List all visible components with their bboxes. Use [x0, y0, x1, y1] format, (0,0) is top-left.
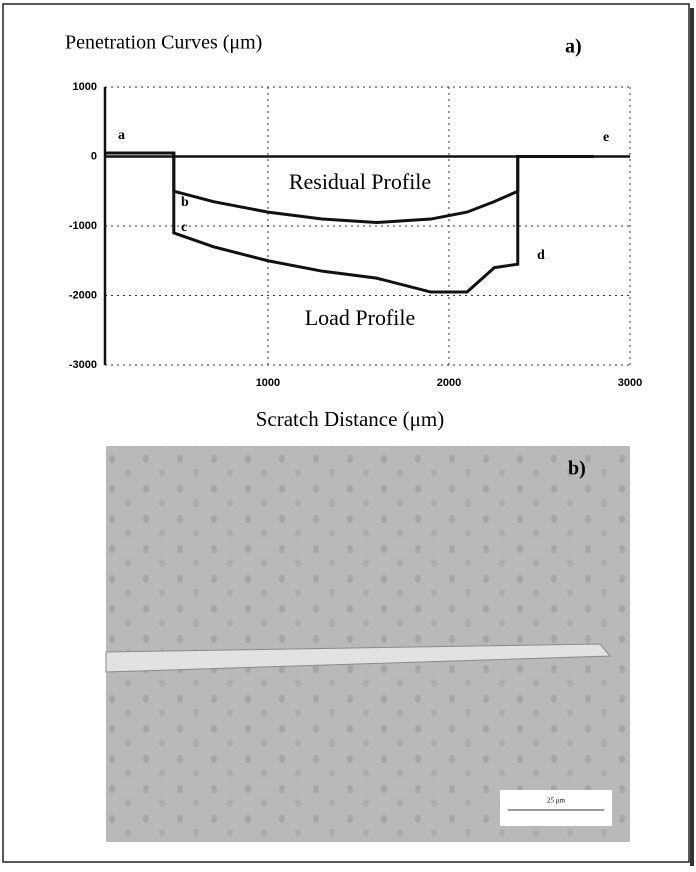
panel-label: b): [568, 458, 586, 480]
y-tick-label: 1000: [73, 81, 97, 93]
y-tick-label: 0: [91, 150, 97, 162]
micrograph: 25 μm b): [105, 446, 630, 842]
point-label: d: [537, 248, 545, 263]
series-label: Residual Profile: [289, 169, 431, 194]
point-label: b: [181, 195, 189, 210]
y-tick-label: -3000: [69, 359, 97, 371]
series-label: Load Profile: [305, 305, 416, 330]
x-tick-label: 2000: [437, 377, 461, 389]
point-label: e: [603, 130, 609, 145]
x-tick-label: 1000: [256, 377, 280, 389]
point-label: a: [118, 128, 125, 143]
image-texture: [106, 446, 630, 842]
x-tick-label: 3000: [618, 377, 642, 389]
profile-line: [105, 151, 594, 294]
panel-label: a): [565, 36, 582, 58]
chart-title: Penetration Curves (μm): [65, 32, 262, 54]
y-tick-label: -1000: [69, 220, 97, 232]
point-label: c: [181, 220, 187, 235]
scale-box: [500, 790, 612, 826]
scale-label: 25 μm: [547, 797, 566, 805]
scratch-track: [105, 643, 612, 673]
x-axis-label: Scratch Distance (μm): [256, 407, 445, 431]
y-tick-label: -2000: [69, 289, 97, 301]
